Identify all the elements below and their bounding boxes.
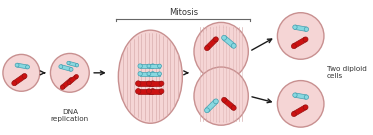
Ellipse shape — [151, 72, 155, 76]
Ellipse shape — [147, 72, 151, 76]
Ellipse shape — [75, 64, 79, 67]
Polygon shape — [223, 98, 235, 110]
Polygon shape — [61, 78, 73, 89]
Polygon shape — [149, 89, 162, 94]
Text: Mitosis: Mitosis — [169, 8, 198, 17]
Ellipse shape — [204, 108, 209, 113]
Ellipse shape — [159, 81, 164, 86]
Ellipse shape — [3, 54, 40, 91]
Ellipse shape — [69, 78, 73, 82]
Polygon shape — [295, 25, 307, 31]
Ellipse shape — [147, 81, 151, 86]
Ellipse shape — [231, 43, 236, 48]
Polygon shape — [140, 64, 153, 68]
Polygon shape — [223, 36, 235, 48]
Ellipse shape — [231, 105, 236, 110]
Ellipse shape — [194, 22, 248, 81]
Polygon shape — [17, 63, 28, 69]
Ellipse shape — [304, 95, 308, 99]
Ellipse shape — [204, 46, 209, 51]
Polygon shape — [140, 72, 153, 76]
Polygon shape — [68, 61, 78, 67]
Polygon shape — [149, 72, 160, 76]
Ellipse shape — [158, 64, 162, 68]
Ellipse shape — [135, 81, 141, 86]
Ellipse shape — [60, 85, 65, 89]
Ellipse shape — [291, 44, 296, 49]
Ellipse shape — [158, 72, 162, 76]
Ellipse shape — [135, 89, 141, 94]
Ellipse shape — [138, 64, 142, 68]
Ellipse shape — [150, 89, 156, 94]
Ellipse shape — [12, 81, 17, 86]
Polygon shape — [149, 64, 160, 68]
Text: DNA
replication: DNA replication — [51, 109, 89, 122]
Text: Two diploid
cells: Two diploid cells — [327, 66, 367, 79]
Polygon shape — [13, 74, 26, 85]
Polygon shape — [149, 81, 162, 86]
Ellipse shape — [118, 30, 182, 123]
Ellipse shape — [303, 37, 308, 42]
Ellipse shape — [138, 72, 142, 76]
Ellipse shape — [159, 89, 164, 94]
Ellipse shape — [151, 64, 155, 68]
Ellipse shape — [147, 64, 151, 68]
Polygon shape — [292, 37, 307, 48]
Polygon shape — [138, 81, 153, 86]
Ellipse shape — [194, 67, 248, 125]
Ellipse shape — [278, 13, 324, 59]
Ellipse shape — [67, 81, 71, 85]
Ellipse shape — [293, 93, 297, 97]
Polygon shape — [205, 100, 217, 112]
Polygon shape — [68, 75, 78, 84]
Ellipse shape — [222, 35, 226, 40]
Ellipse shape — [304, 27, 308, 31]
Polygon shape — [292, 105, 307, 116]
Ellipse shape — [50, 53, 89, 92]
Ellipse shape — [150, 81, 156, 86]
Ellipse shape — [75, 75, 78, 78]
Ellipse shape — [213, 99, 218, 104]
Polygon shape — [60, 65, 72, 71]
Ellipse shape — [303, 105, 308, 110]
Ellipse shape — [15, 63, 19, 67]
Ellipse shape — [147, 89, 151, 94]
Ellipse shape — [59, 65, 63, 69]
Polygon shape — [138, 89, 153, 94]
Ellipse shape — [293, 25, 297, 29]
Ellipse shape — [69, 67, 73, 71]
Ellipse shape — [22, 74, 27, 78]
Ellipse shape — [26, 65, 29, 69]
Ellipse shape — [291, 112, 296, 117]
Ellipse shape — [213, 37, 218, 42]
Ellipse shape — [67, 61, 70, 65]
Ellipse shape — [278, 81, 324, 127]
Ellipse shape — [222, 97, 226, 102]
Polygon shape — [295, 93, 307, 99]
Polygon shape — [205, 38, 217, 50]
